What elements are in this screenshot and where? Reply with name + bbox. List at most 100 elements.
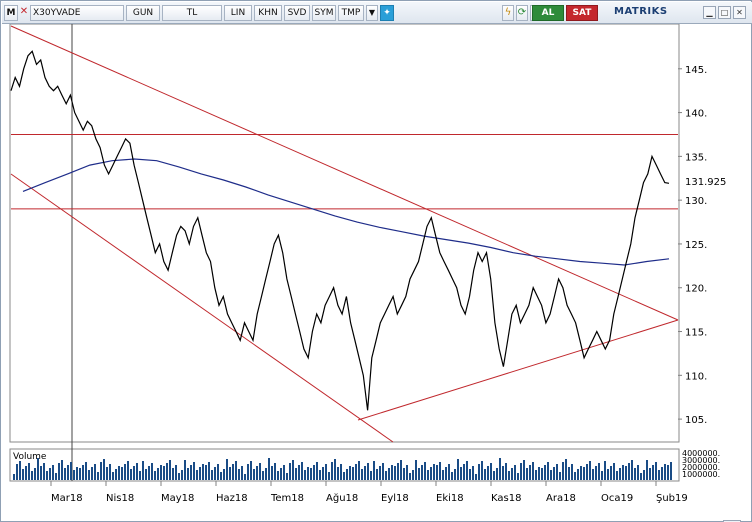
volume-bar [127,461,129,480]
volume-bar [301,462,303,480]
y-tick-label: 115. [685,328,707,339]
y-tick-label: 135. [685,152,707,163]
volume-bar [556,464,558,480]
volume-bar [397,463,399,480]
volume-bar [652,465,654,480]
volume-bar [496,468,498,480]
volume-bar [613,463,615,480]
volume-bar [439,462,441,480]
volume-bar [412,470,414,480]
volume-bar [100,462,102,480]
volume-bar [331,462,333,480]
khn-button[interactable]: KHN [254,5,282,21]
volume-bar [106,467,108,480]
volume-axis: 4000000.3000000.2000000.1000000. [682,449,720,479]
volume-bar [211,470,213,480]
symbol-field[interactable]: X30YVADE [30,5,124,21]
volume-bar [448,464,450,480]
volume-bar [313,465,315,480]
volume-bar [604,461,606,480]
volume-bar [433,464,435,480]
volume-bar [163,466,165,480]
volume-bar [154,471,156,480]
volume-bar [22,469,24,480]
sell-button[interactable]: SAT [566,5,598,21]
tmp-button[interactable]: TMP [338,5,364,21]
x-tick-label: Şub19 [656,493,688,504]
volume-bar [406,465,408,480]
volume-bar [214,467,216,480]
volume-bar [157,468,159,480]
volume-bar [64,468,66,480]
price-chart[interactable]: 145. 140. 135. 130. 125. 120. 115. 110. 105. Mar… [1,24,752,522]
brand-logo: MATRIKS [614,6,676,20]
volume-bar [145,469,147,480]
volume-bar [49,468,51,480]
currency-button[interactable]: TL [162,5,222,21]
volume-bar [292,460,294,480]
x-tick-label: Ara18 [546,493,576,504]
volume-bar [241,466,243,480]
volume-bar [586,464,588,480]
volume-bar [244,474,246,480]
volume-bar [205,465,207,480]
sym-button[interactable]: SYM [312,5,336,21]
buy-button[interactable]: AL [532,5,564,21]
refresh-icon[interactable]: ⟳ [516,5,528,21]
volume-bar [388,468,390,480]
volume-bar [460,467,462,480]
volume-bar [289,463,291,480]
volume-bar [367,463,369,480]
volume-bar [121,467,123,480]
volume-bar [268,458,270,480]
twitter-icon[interactable]: ✦ [380,5,394,21]
x-tick-label: Haz18 [216,493,248,504]
volume-bar [277,471,279,480]
volume-bar [130,469,132,480]
scale-button[interactable]: LIN [224,5,252,21]
volume-bar [265,468,267,480]
lightning-icon[interactable]: ϟ [502,5,514,21]
volume-bar [109,464,111,480]
volume-bar [607,469,609,480]
svd-button[interactable]: SVD [284,5,310,21]
volume-bar [532,462,534,480]
volume-bar [34,468,36,480]
volume-bar [181,470,183,480]
close-icon[interactable]: ✕ [733,6,746,19]
volume-bar [382,463,384,480]
volume-bar [346,469,348,480]
volume-bar [139,471,141,480]
volume-bar [493,471,495,480]
volume-tick-label: 1000000. [682,470,720,479]
volume-bar [91,467,93,480]
volume-bar [193,462,195,480]
volume-bar [286,473,288,480]
chart-area[interactable]: 145. 140. 135. 130. 125. 120. 115. 110. 105. Mar… [1,24,752,522]
volume-bar [190,465,192,480]
volume-bar [187,468,189,480]
volume-bar [79,468,81,480]
period-button[interactable]: GUN [126,5,160,21]
dropdown-icon[interactable]: ▼ [366,5,378,21]
volume-bar [646,460,648,480]
y-tick-label: 140. [685,109,707,120]
volume-bar [502,466,504,480]
volume-bar [103,459,105,480]
y-tick-label: 145. [685,65,707,76]
volume-bar [148,466,150,480]
volume-bar [334,459,336,480]
volume-bar [547,462,549,480]
x-tick-label: Oca19 [601,493,633,504]
volume-bar [31,471,33,480]
menu-m-button[interactable]: M [4,5,18,21]
minimize-icon[interactable]: ▁ [703,6,716,19]
volume-bar [112,472,114,480]
volume-bar [94,464,96,480]
volume-bar [253,469,255,480]
volume-bar [67,465,69,480]
maximize-icon[interactable]: □ [718,6,731,19]
close-symbol-icon[interactable]: ✕ [19,5,29,21]
volume-bar [622,465,624,480]
